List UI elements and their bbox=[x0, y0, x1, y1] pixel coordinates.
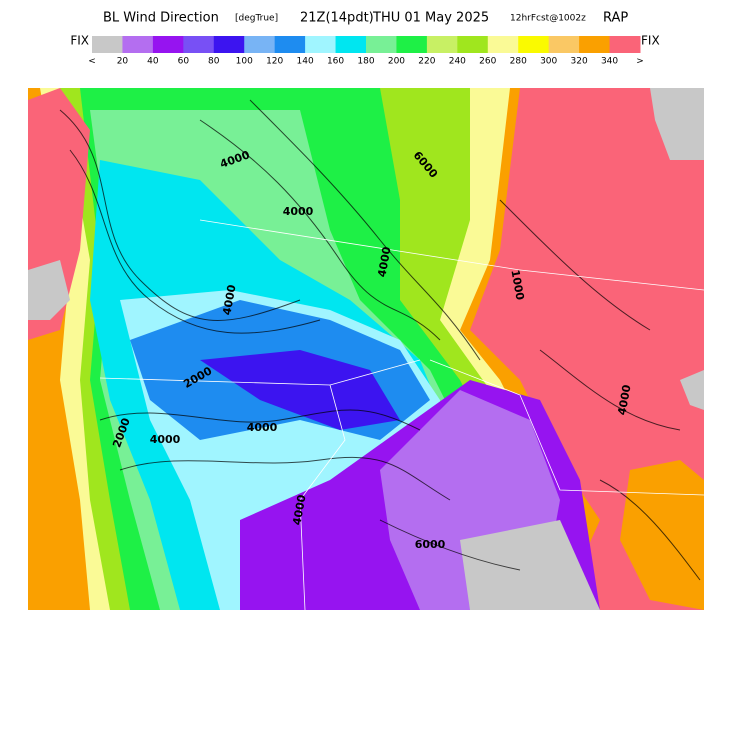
contour-label: 4000 bbox=[220, 283, 238, 316]
colorbar-label: 220 bbox=[418, 57, 435, 67]
color-swatch bbox=[366, 36, 397, 53]
colorbar-label: 120 bbox=[266, 57, 283, 67]
color-swatch bbox=[426, 36, 458, 53]
color-swatch bbox=[396, 36, 428, 53]
color-swatch bbox=[213, 36, 245, 53]
contour-label: 4000 bbox=[283, 205, 314, 218]
colorbar-label: 100 bbox=[236, 57, 253, 67]
title-part: [degTrue] bbox=[235, 14, 278, 24]
title-part: THU 01 May 2025 bbox=[372, 11, 489, 26]
colorbar-label: 160 bbox=[327, 57, 344, 67]
color-swatch bbox=[609, 36, 641, 53]
color-swatch bbox=[457, 36, 489, 53]
colorbar-label: 140 bbox=[297, 57, 314, 67]
colorbar-label: 260 bbox=[479, 57, 496, 67]
colorbar-left-label: FIX bbox=[70, 34, 89, 48]
colorbar-label: 180 bbox=[357, 57, 374, 67]
color-swatch bbox=[305, 36, 337, 53]
color-swatch bbox=[92, 36, 123, 53]
color-swatch bbox=[122, 36, 154, 53]
color-swatch bbox=[518, 36, 550, 53]
colorbar-label: 240 bbox=[449, 57, 466, 67]
title-part: RAP bbox=[603, 11, 628, 26]
contour-label: 4000 bbox=[150, 433, 181, 446]
color-swatch bbox=[335, 36, 367, 53]
title-part: 21Z(14pdt) bbox=[300, 11, 374, 26]
title-part: BL Wind Direction bbox=[103, 11, 219, 26]
contour-label: 4000 bbox=[290, 493, 308, 526]
color-swatch bbox=[244, 36, 276, 53]
colorbar-label: 60 bbox=[178, 57, 190, 67]
contour-label: 6000 bbox=[415, 538, 446, 551]
colorbar: FIX FIX < 20 40 60 80 100 120 140 160 180 200 220 240 2… bbox=[70, 34, 659, 67]
contour-label: 1000 bbox=[508, 269, 526, 302]
colorbar-label: 320 bbox=[571, 57, 588, 67]
colorbar-label: 20 bbox=[117, 57, 129, 67]
contour-label: 4000 bbox=[375, 245, 393, 278]
colorbar-label: 200 bbox=[388, 57, 405, 67]
colorbar-label: < bbox=[88, 57, 96, 67]
color-swatch bbox=[548, 36, 580, 53]
contour-label: 4000 bbox=[247, 421, 278, 434]
color-swatch bbox=[579, 36, 611, 53]
colorbar-label: 80 bbox=[208, 57, 220, 67]
colorbar-label: 300 bbox=[540, 57, 557, 67]
colorbar-label: 280 bbox=[510, 57, 527, 67]
color-swatch bbox=[152, 36, 184, 53]
color-swatch bbox=[183, 36, 215, 53]
colorbar-label: 340 bbox=[601, 57, 618, 67]
title: BL Wind Direction [degTrue] 21Z(14pdt) THU … bbox=[103, 11, 628, 26]
map bbox=[28, 88, 704, 610]
contour-label: 4000 bbox=[615, 383, 633, 416]
colorbar-right-label: FIX bbox=[641, 34, 660, 48]
title-part: 12hrFcst@1002z bbox=[510, 14, 586, 24]
color-swatch bbox=[274, 36, 306, 53]
colorbar-label: > bbox=[636, 57, 644, 67]
colorbar-label: 40 bbox=[147, 57, 159, 67]
color-swatch bbox=[487, 36, 519, 53]
